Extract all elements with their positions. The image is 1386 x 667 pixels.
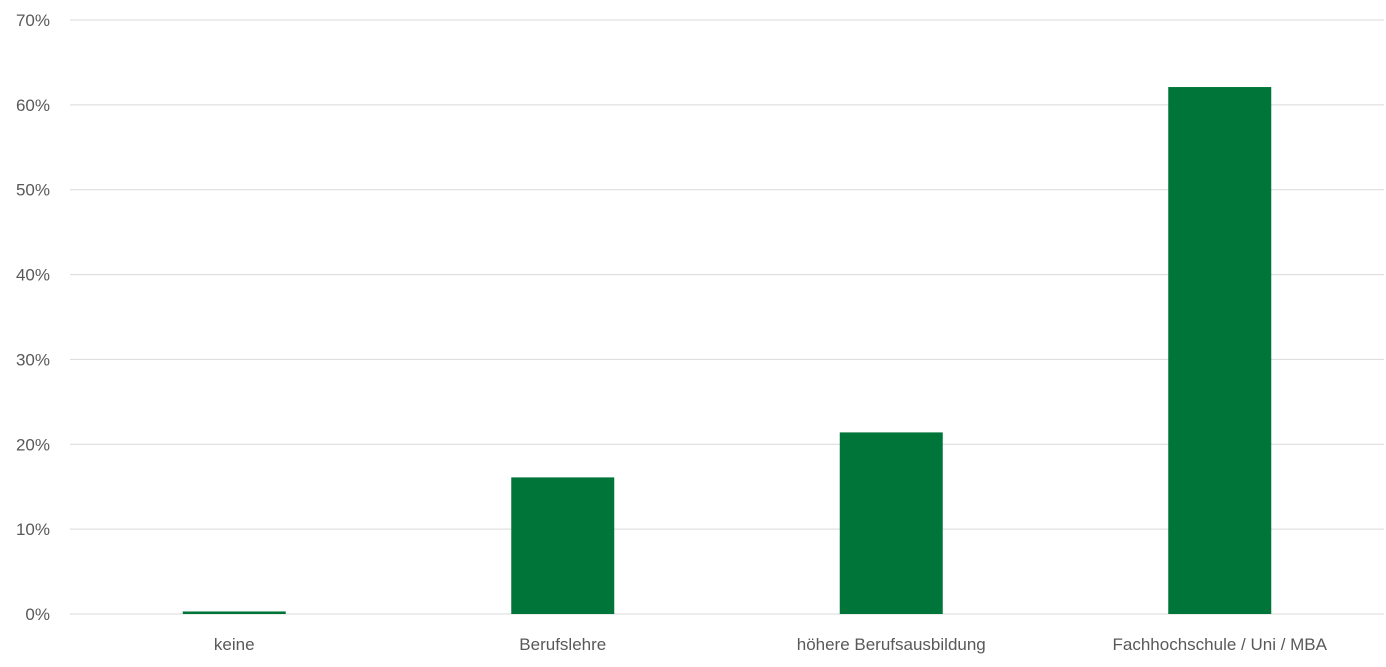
x-tick-label: Fachhochschule / Uni / MBA (1113, 635, 1328, 654)
bar (1168, 87, 1272, 615)
bars (182, 87, 1272, 615)
y-tick-label: 0% (25, 605, 50, 624)
y-tick-label: 60% (16, 96, 50, 115)
y-tick-label: 20% (16, 435, 50, 454)
y-tick-label: 10% (16, 520, 50, 539)
bar (511, 477, 615, 614)
y-axis-ticks: 0% 10% 20% 30% 40% 50% 60% 70% (16, 11, 50, 624)
gridlines (70, 19, 1384, 615)
y-tick-label: 50% (16, 181, 50, 200)
bar (182, 611, 286, 614)
bar (839, 432, 943, 614)
y-tick-label: 40% (16, 266, 50, 285)
x-tick-label: höhere Berufsausbildung (797, 635, 986, 654)
y-tick-label: 70% (16, 11, 50, 30)
x-axis-ticks: keine Berufslehre höhere Berufsausbildung F… (214, 635, 1328, 654)
x-tick-label: Berufslehre (519, 635, 606, 654)
y-tick-label: 30% (16, 350, 50, 369)
x-tick-label: keine (214, 635, 255, 654)
